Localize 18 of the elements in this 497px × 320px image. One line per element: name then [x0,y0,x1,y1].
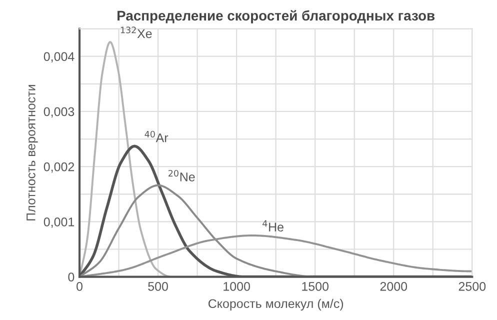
series-label: $^{20}$Ne [168,170,195,182]
y-tick-label: 0,002 [44,162,74,173]
series-label: $^{4}$He [262,220,284,232]
y-tick-label: 0,001 [44,217,74,228]
x-tick-label: 2000 [380,282,408,291]
x-axis-title: Скорость молекул (м/с) [208,298,344,311]
x-tick-label: 1000 [224,282,250,291]
x-tick-label: 2500 [458,282,486,291]
series-label: $^{40}$Ar [144,130,168,142]
series-label: $^{132}$Xe [120,26,152,38]
x-tick-label: 1500 [302,282,329,291]
x-tick-label: 500 [148,282,168,291]
y-axis-title: Плотность вероятности [26,85,38,220]
y-tick-label: 0 [68,272,74,282]
y-tick-label: 0,003 [44,107,74,118]
x-tick-label: 0 [76,282,83,291]
y-tick-label: 0,004 [44,52,74,62]
chart-title: Распределение скоростей благородных газов [118,10,435,24]
